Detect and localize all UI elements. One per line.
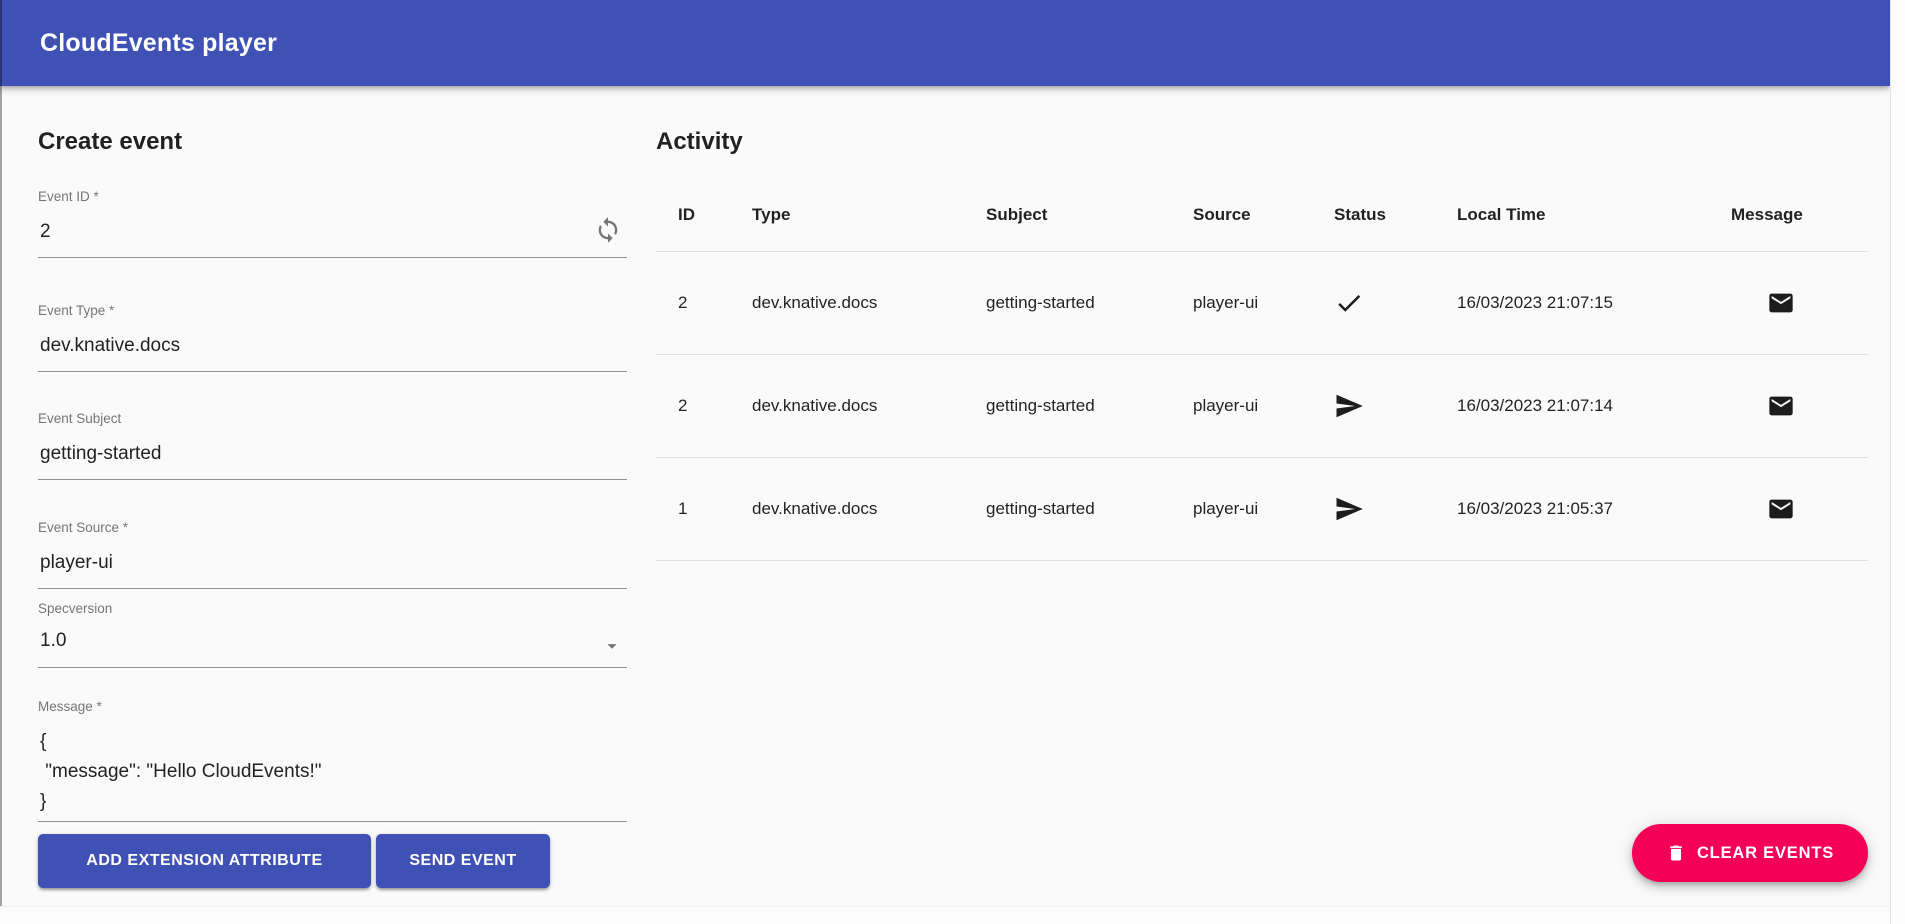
col-header-message: Message [1731, 204, 1803, 224]
row-source: player-ui [1193, 499, 1259, 518]
app-bar: CloudEvents player [0, 0, 1890, 86]
activity-title: Activity [656, 128, 743, 155]
horizontal-scrollbar[interactable] [0, 906, 1890, 924]
row-source: player-ui [1193, 396, 1259, 415]
row-id: 1 [678, 499, 688, 518]
col-header-local-time: Local Time [1457, 204, 1546, 224]
status-received-icon [1334, 288, 1457, 318]
row-id: 2 [678, 396, 688, 415]
col-header-id: ID [678, 204, 695, 224]
message-field: Message * { "message": "Hello CloudEvent… [38, 698, 627, 822]
dropdown-arrow-icon[interactable] [601, 635, 623, 657]
row-local-time: 16/03/2023 21:07:14 [1457, 396, 1613, 415]
add-extension-attribute-button[interactable]: ADD EXTENSION ATTRIBUTE [38, 834, 371, 888]
clear-events-label: CLEAR EVENTS [1696, 843, 1835, 862]
activity-row: 1 dev.knative.docs getting-started playe… [656, 458, 1868, 561]
app-title: CloudEvents player [40, 28, 277, 57]
event-type-field: Event Type * [38, 302, 627, 372]
create-event-panel: Create event Event ID * Event Type * Eve… [38, 86, 627, 906]
event-subject-field: Event Subject [38, 410, 627, 480]
col-header-type: Type [752, 204, 791, 224]
col-header-subject: Subject [986, 204, 1048, 224]
event-source-field: Event Source * [38, 519, 627, 589]
event-type-input[interactable] [38, 333, 627, 371]
specversion-field: Specversion 1.0 [38, 600, 627, 668]
create-event-title: Create event [38, 128, 183, 155]
activity-table: ID Type Subject Source Status Local Time… [656, 178, 1868, 561]
row-id: 2 [678, 293, 688, 312]
message-label: Message * [38, 699, 102, 714]
vertical-scrollbar[interactable] [1890, 0, 1905, 924]
mail-icon[interactable] [1767, 495, 1868, 523]
row-subject: getting-started [986, 499, 1095, 518]
event-id-field: Event ID * [38, 188, 627, 258]
row-local-time: 16/03/2023 21:07:15 [1457, 293, 1613, 312]
status-sent-icon [1334, 494, 1457, 524]
event-subject-label: Event Subject [38, 411, 122, 426]
col-header-source: Source [1193, 204, 1251, 224]
row-type: dev.knative.docs [752, 499, 878, 518]
event-source-label: Event Source * [38, 520, 129, 535]
message-input[interactable]: { "message": "Hello CloudEvents!" } [40, 731, 322, 812]
specversion-label: Specversion [38, 601, 113, 616]
status-sent-icon [1334, 391, 1457, 421]
activity-row: 2 dev.knative.docs getting-started playe… [656, 252, 1868, 355]
trash-icon [1666, 842, 1686, 864]
event-id-input[interactable] [38, 219, 627, 257]
event-source-input[interactable] [38, 550, 627, 588]
row-source: player-ui [1193, 293, 1259, 312]
sync-icon[interactable] [594, 216, 622, 244]
activity-row: 2 dev.knative.docs getting-started playe… [656, 355, 1868, 458]
clear-events-button[interactable]: CLEAR EVENTS [1632, 824, 1868, 882]
event-type-label: Event Type * [38, 303, 115, 318]
specversion-select[interactable]: 1.0 [40, 630, 67, 651]
row-subject: getting-started [986, 396, 1095, 415]
event-subject-input[interactable] [38, 441, 627, 479]
activity-table-header: ID Type Subject Source Status Local Time… [656, 178, 1868, 252]
row-type: dev.knative.docs [752, 396, 878, 415]
activity-panel: Activity ID Type Subject Source Status L… [656, 86, 1868, 906]
row-type: dev.knative.docs [752, 293, 878, 312]
mail-icon[interactable] [1767, 289, 1868, 317]
row-local-time: 16/03/2023 21:05:37 [1457, 499, 1613, 518]
send-event-button[interactable]: SEND EVENT [376, 834, 550, 888]
event-id-label: Event ID * [38, 189, 99, 204]
col-header-status: Status [1334, 204, 1386, 224]
window-left-edge [0, 0, 2, 906]
row-subject: getting-started [986, 293, 1095, 312]
mail-icon[interactable] [1767, 392, 1868, 420]
form-buttons: ADD EXTENSION ATTRIBUTE SEND EVENT [38, 834, 550, 888]
